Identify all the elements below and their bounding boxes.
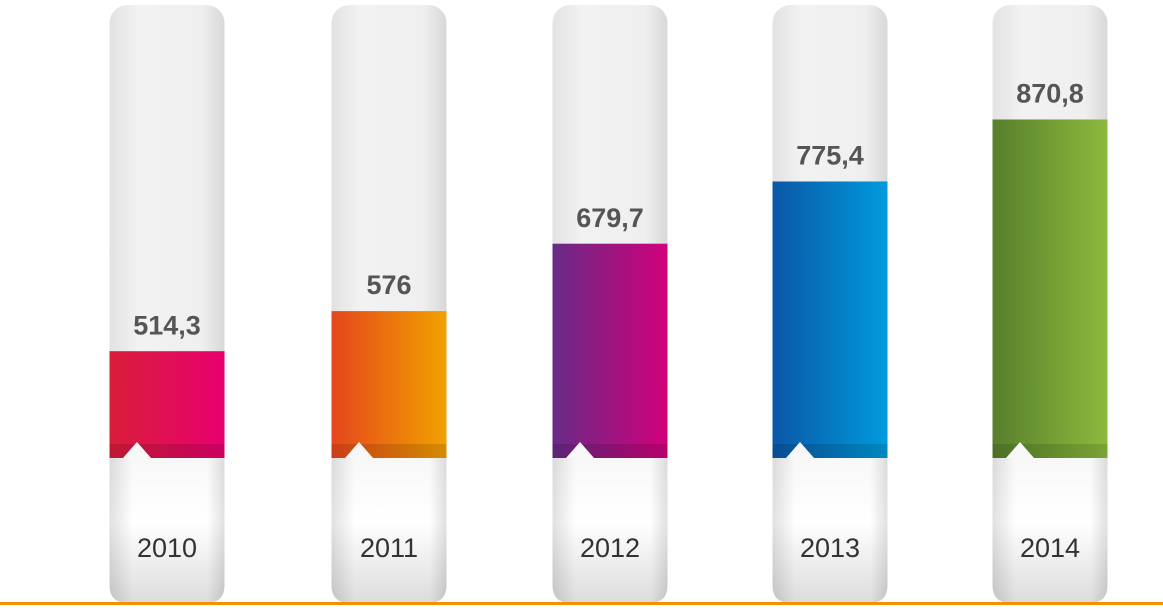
tube-cap-shade (772, 458, 888, 603)
tube-cap-shade (331, 458, 447, 603)
bar (331, 311, 447, 458)
bar (109, 351, 225, 458)
value-label: 514,3 (133, 310, 201, 340)
value-label: 679,7 (576, 203, 644, 233)
value-label: 775,4 (796, 141, 864, 171)
bar (992, 119, 1108, 458)
baseline (0, 602, 1163, 605)
tube-cap-shade (992, 458, 1108, 603)
value-label: 576 (366, 270, 411, 300)
tube-cap-shade (552, 458, 668, 603)
tube-cap-shade (109, 458, 225, 603)
x-tick-label: 2013 (800, 533, 860, 563)
x-tick-label: 2011 (360, 533, 418, 563)
x-tick-label: 2010 (137, 533, 197, 563)
value-label: 870,8 (1016, 79, 1084, 109)
bar (552, 243, 668, 458)
x-tick-label: 2012 (580, 533, 640, 563)
x-tick-label: 2014 (1020, 533, 1080, 563)
bar (772, 181, 888, 459)
